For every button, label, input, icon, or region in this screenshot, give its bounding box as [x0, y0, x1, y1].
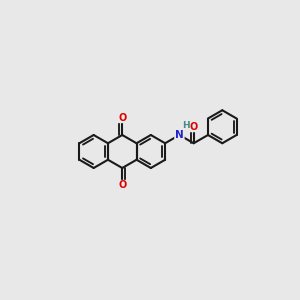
Text: H: H — [182, 122, 190, 130]
Text: O: O — [118, 113, 126, 123]
Text: O: O — [118, 180, 126, 190]
Text: O: O — [190, 122, 198, 132]
Text: N: N — [175, 130, 184, 140]
